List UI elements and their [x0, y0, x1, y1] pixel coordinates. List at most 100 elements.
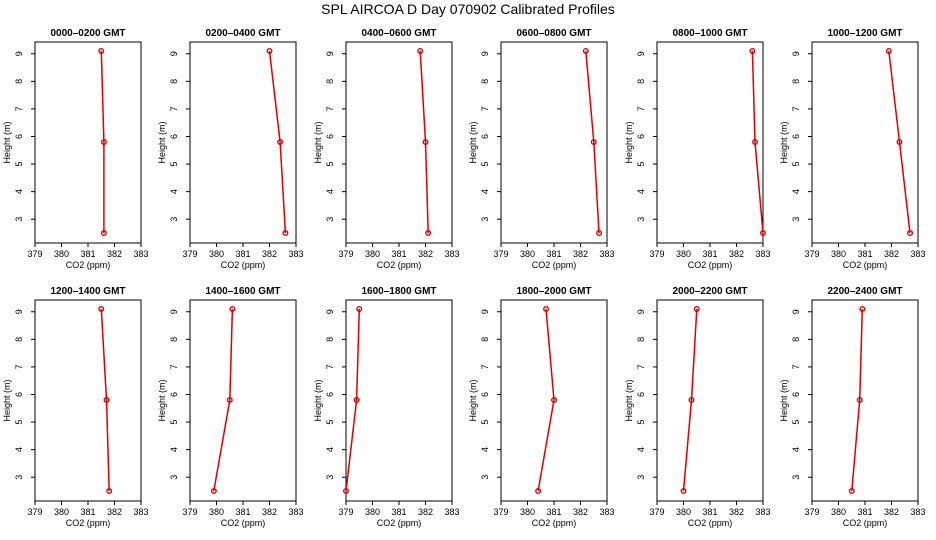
- panel-6-y-tick-label: 3: [791, 217, 801, 222]
- panel-4-x-axis-label: CO2 (ppm): [532, 260, 577, 270]
- panel-1-x-tick-label: 381: [80, 249, 95, 259]
- panel-11-profile-line: [682, 308, 698, 492]
- panel-11-y-tick-label: 4: [636, 447, 646, 452]
- panel-1-y-tick-label: 3: [14, 217, 24, 222]
- panel-12-x-tick-label: 382: [884, 507, 899, 517]
- panel-6-x-axis-label: CO2 (ppm): [843, 260, 888, 270]
- panel-11-y-tick-label: 8: [636, 337, 646, 342]
- panel-5-data-point: [752, 138, 759, 145]
- panel-5-y-tick-label: 7: [636, 106, 646, 111]
- panel-12-y-tick-label: 9: [791, 309, 801, 314]
- panel-2-y-tick-label: 8: [169, 79, 179, 84]
- panel-10-y-axis-label: Height (m): [468, 379, 478, 421]
- panel-11-title: 2000–2200 GMT: [672, 286, 747, 297]
- panel-1-x-tick-label: 379: [27, 249, 42, 259]
- panel-11-y-tick-label: 3: [636, 475, 646, 480]
- panel-1-y-tick-label: 8: [14, 79, 24, 84]
- panel-7-y-tick-label: 9: [14, 309, 24, 314]
- panel-7-y-tick-label: 7: [14, 364, 24, 369]
- panel-1-y-tick-label: 6: [14, 134, 24, 139]
- panel-5-data-point: [760, 229, 767, 236]
- panel-10-y-tick-label: 4: [480, 447, 490, 452]
- panel-3-data-point: [417, 48, 424, 55]
- panel-11: 2000–2200 GMT 379 380 381 382 383 CO2 (ppm) 3 4 5…: [624, 286, 771, 528]
- panel-8-x-tick-label: 380: [209, 507, 224, 517]
- panel-2-x-tick-label: 382: [262, 249, 277, 259]
- panel-1-x-axis-label: CO2 (ppm): [66, 260, 111, 270]
- panel-5-y-tick-label: 8: [636, 79, 646, 84]
- panel-12-y-tick-label: 3: [791, 475, 801, 480]
- panel-1-data-point: [98, 48, 105, 55]
- panel-7-x-axis-label: CO2 (ppm): [66, 518, 111, 528]
- panel-2-x-axis-label: CO2 (ppm): [221, 260, 266, 270]
- panel-11-y-tick-label: 7: [636, 364, 646, 369]
- panel-5-y-tick-label: 3: [636, 217, 646, 222]
- panel-7: 1200–1400 GMT 379 380 381 382 383 CO2 (ppm) 3 4 5…: [2, 286, 149, 528]
- panel-12-frame: [811, 299, 919, 502]
- panel-8-title: 1400–1600 GMT: [205, 286, 280, 297]
- panel-6-y-axis-label: Height (m): [779, 121, 789, 163]
- panel-4-x-tick-label: 380: [520, 249, 535, 259]
- panel-2-y-tick-label: 4: [169, 189, 179, 194]
- panel-11-y-tick-label: 5: [636, 420, 646, 425]
- panel-1-y-tick-label: 5: [14, 162, 24, 167]
- panel-3-y-tick-label: 3: [325, 217, 335, 222]
- panel-9-y-tick-label: 4: [325, 447, 335, 452]
- panel-5-x-tick-label: 381: [702, 249, 717, 259]
- panel-11-x-axis-label: CO2 (ppm): [688, 518, 733, 528]
- panel-11-y-tick-label: 9: [636, 309, 646, 314]
- panel-1-x-tick-label: 380: [54, 249, 69, 259]
- panel-3-x-tick-label: 381: [391, 249, 406, 259]
- panel-2-x-tick-label: 383: [288, 249, 303, 259]
- panel-3-x-tick-label: 380: [365, 249, 380, 259]
- panel-9-x-tick-label: 379: [338, 507, 353, 517]
- panel-9-x-tick-label: 383: [444, 507, 459, 517]
- panel-3-y-axis-label: Height (m): [313, 121, 323, 163]
- panel-3-y-tick-label: 6: [325, 134, 335, 139]
- panel-5-profile-line: [751, 50, 764, 234]
- panel-4-y-tick-label: 6: [480, 134, 490, 139]
- panel-6-y-tick-label: 5: [791, 162, 801, 167]
- panel-2-data-point: [282, 229, 289, 236]
- panel-2-y-tick-label: 6: [169, 134, 179, 139]
- panel-5-x-axis-label: CO2 (ppm): [688, 260, 733, 270]
- panel-10-data-point: [551, 397, 558, 404]
- panel-4-title: 0600–0800 GMT: [516, 28, 591, 39]
- panel-3-data-point: [422, 138, 429, 145]
- panel-11-frame: [656, 299, 764, 502]
- panel-6-y-tick-label: 6: [791, 134, 801, 139]
- panel-6-x-tick-label: 380: [831, 249, 846, 259]
- panel-8-y-tick-label: 5: [169, 420, 179, 425]
- panel-10-x-tick-label: 383: [599, 507, 614, 517]
- panel-1: 0000–0200 GMT 379 380 381 382 383 CO2 (ppm) 3 4 5…: [2, 28, 149, 270]
- panel-9-profile-line: [345, 308, 361, 492]
- panel-11-y-tick-label: 6: [636, 392, 646, 397]
- panel-12-x-tick-label: 383: [910, 507, 925, 517]
- panel-8-y-tick-label: 9: [169, 309, 179, 314]
- panel-6: 1000–1200 GMT 379 380 381 382 383 CO2 (ppm) 3 4 5…: [779, 28, 926, 270]
- panel-7-profile-line: [100, 308, 110, 492]
- panel-4-y-tick-label: 5: [480, 162, 490, 167]
- panel-5-x-tick-label: 380: [676, 249, 691, 259]
- panel-5-y-tick-label: 4: [636, 189, 646, 194]
- panel-7-x-tick-label: 383: [133, 507, 148, 517]
- panel-9-y-tick-label: 7: [325, 364, 335, 369]
- panel-10-x-tick-label: 382: [573, 507, 588, 517]
- panel-3-data-point: [425, 229, 432, 236]
- panel-5-y-axis-label: Height (m): [624, 121, 634, 163]
- panel-10-title: 1800–2000 GMT: [516, 286, 591, 297]
- panel-8-y-tick-label: 3: [169, 475, 179, 480]
- panel-9-x-tick-label: 381: [391, 507, 406, 517]
- panel-8-data-point: [226, 397, 233, 404]
- panel-7-y-tick-label: 4: [14, 447, 24, 452]
- panel-4-x-tick-label: 381: [546, 249, 561, 259]
- panel-10-profile-line: [537, 308, 555, 492]
- panel-12-x-tick-label: 381: [857, 507, 872, 517]
- panel-1-x-tick-label: 383: [133, 249, 148, 259]
- panel-6-x-tick-label: 379: [804, 249, 819, 259]
- panel-5-y-tick-label: 9: [636, 51, 646, 56]
- panel-1-y-tick-label: 7: [14, 106, 24, 111]
- panel-2-y-tick-label: 9: [169, 51, 179, 56]
- panel-6-y-tick-label: 4: [791, 189, 801, 194]
